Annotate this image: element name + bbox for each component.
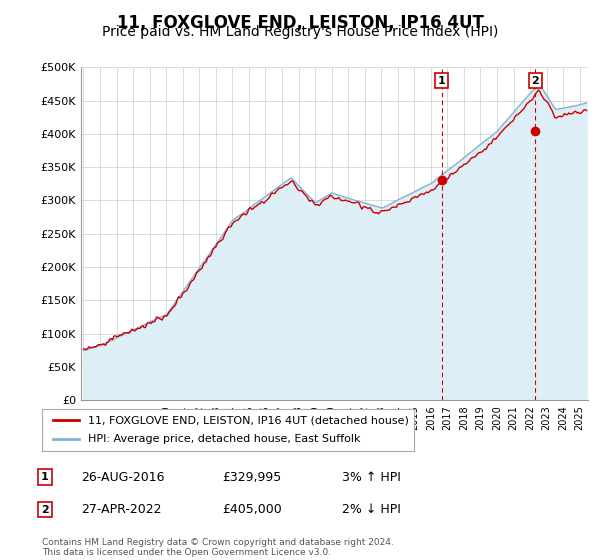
Text: 2% ↓ HPI: 2% ↓ HPI [342, 503, 401, 516]
Text: 26-AUG-2016: 26-AUG-2016 [81, 470, 164, 484]
Text: 3% ↑ HPI: 3% ↑ HPI [342, 470, 401, 484]
Text: Contains HM Land Registry data © Crown copyright and database right 2024.
This d: Contains HM Land Registry data © Crown c… [42, 538, 394, 557]
Text: £329,995: £329,995 [222, 470, 281, 484]
Text: 27-APR-2022: 27-APR-2022 [81, 503, 161, 516]
Text: 2: 2 [532, 76, 539, 86]
Text: 2: 2 [41, 505, 49, 515]
Text: 11, FOXGLOVE END, LEISTON, IP16 4UT (detached house): 11, FOXGLOVE END, LEISTON, IP16 4UT (det… [89, 415, 409, 425]
Text: Price paid vs. HM Land Registry's House Price Index (HPI): Price paid vs. HM Land Registry's House … [102, 25, 498, 39]
Text: 1: 1 [41, 472, 49, 482]
Text: 11, FOXGLOVE END, LEISTON, IP16 4UT: 11, FOXGLOVE END, LEISTON, IP16 4UT [116, 14, 484, 32]
Text: £405,000: £405,000 [222, 503, 282, 516]
Text: 1: 1 [438, 76, 445, 86]
Text: HPI: Average price, detached house, East Suffolk: HPI: Average price, detached house, East… [89, 435, 361, 445]
